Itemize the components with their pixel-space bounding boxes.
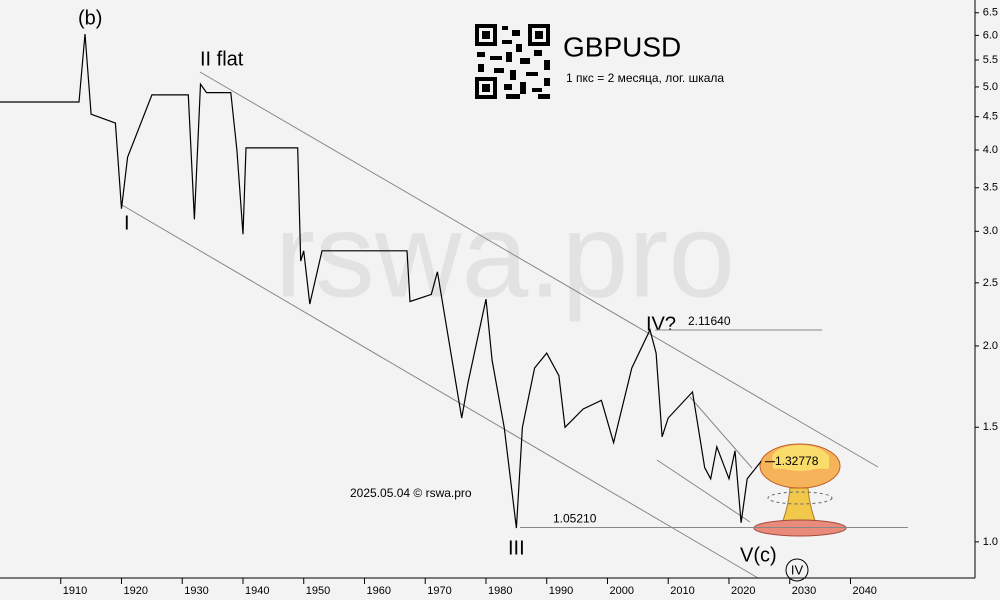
- wave-label: V(c): [740, 544, 777, 566]
- y-tick-label: 5.0: [983, 81, 998, 93]
- wave-label: II flat: [200, 48, 244, 70]
- x-tick-label: 1980: [488, 585, 512, 597]
- x-tick-label: 1990: [549, 585, 573, 597]
- chart-title: GBPUSD: [563, 31, 681, 62]
- channel-inner: [656, 459, 751, 523]
- price-line: [0, 33, 762, 529]
- y-tick-label: 4.5: [983, 111, 998, 123]
- x-tick-label: 1970: [427, 585, 451, 597]
- x-tick-label: 1910: [63, 585, 87, 597]
- footnote: 2025.05.04 © rswa.pro: [350, 486, 472, 500]
- channel-lower: [121, 204, 759, 579]
- x-tick-label: 2030: [792, 585, 816, 597]
- y-tick-label: 3.5: [983, 182, 998, 194]
- qr-code: [475, 24, 550, 99]
- y-tick-label: 4.0: [983, 144, 998, 156]
- x-tick-label: 2000: [609, 585, 633, 597]
- x-tick-label: 1960: [366, 585, 390, 597]
- y-tick-label: 2.0: [983, 340, 998, 352]
- level-label: 1.05210: [553, 512, 597, 526]
- y-tick-label: 1.5: [983, 421, 998, 433]
- wave-label: (b): [78, 7, 102, 29]
- y-tick-label: 6.5: [983, 7, 998, 19]
- x-tick-label: 1930: [184, 585, 208, 597]
- wave-label: III: [508, 537, 525, 559]
- wave-label: I: [124, 212, 130, 234]
- x-tick-label: 1920: [123, 585, 147, 597]
- price-label-bg: [773, 454, 829, 469]
- channel-lines: [121, 71, 879, 579]
- channel-upper: [199, 71, 879, 468]
- y-tick-label: 3.0: [983, 225, 998, 237]
- x-tick-label: 2040: [852, 585, 876, 597]
- x-tick-label: 1940: [245, 585, 269, 597]
- x-tick-label: 1950: [306, 585, 330, 597]
- circle-marker: [785, 558, 809, 582]
- wave-label: IV: [791, 562, 804, 577]
- current-price-label: 1.32778: [775, 454, 819, 468]
- x-tick-label: 2010: [670, 585, 694, 597]
- watermark: rswa.pro: [275, 189, 735, 323]
- channel-inner: [689, 396, 753, 469]
- y-tick-label: 5.5: [983, 54, 998, 66]
- level-label: 2.11640: [688, 314, 731, 328]
- chart-subtitle: 1 пкс = 2 месяца, лог. шкала: [566, 71, 724, 85]
- y-tick-label: 2.5: [983, 277, 998, 289]
- y-tick-label: 6.0: [983, 29, 998, 41]
- x-tick-label: 2020: [731, 585, 755, 597]
- y-tick-label: 1.0: [983, 536, 998, 548]
